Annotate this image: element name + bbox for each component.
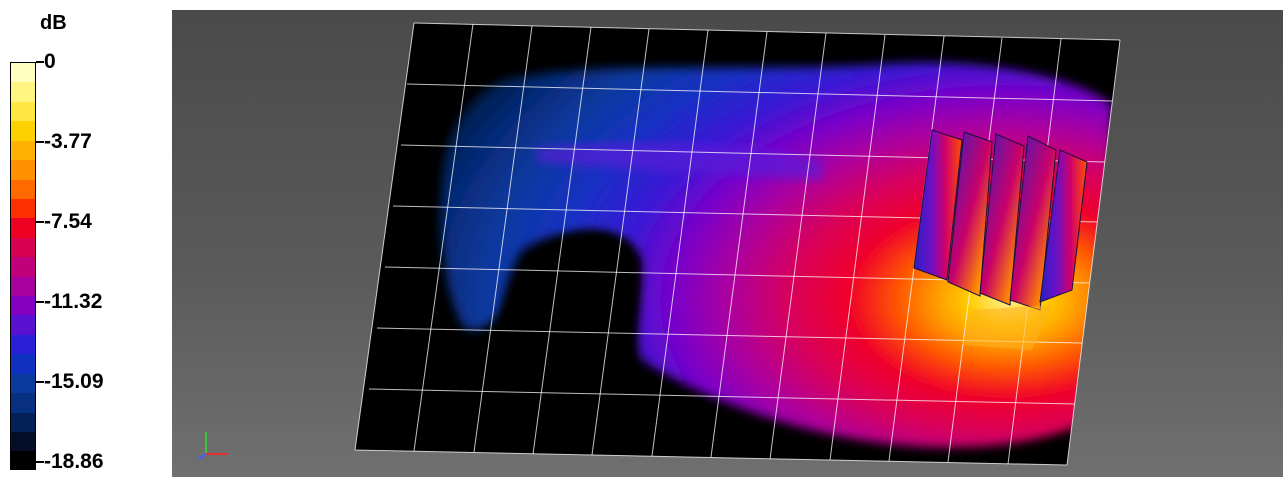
legend-swatch	[11, 334, 35, 355]
legend-tick-mark	[36, 141, 44, 143]
legend-tick-mark	[36, 61, 44, 63]
legend-tick-label: -18.86	[44, 450, 104, 473]
legend-tick-label: -15.09	[44, 370, 104, 393]
legend-swatch	[11, 412, 35, 433]
legend-swatch	[11, 198, 35, 219]
xyz-axes-icon	[197, 432, 228, 460]
heatmap-scene	[197, 22, 1121, 466]
legend-swatch	[11, 354, 35, 374]
3d-viewport[interactable]	[172, 10, 1283, 477]
legend-unit-label: dB	[40, 12, 67, 34]
legend-tick-label: -3.77	[44, 130, 92, 153]
legend-swatch	[11, 296, 35, 316]
legend-swatch	[11, 140, 35, 161]
legend-tick-label: -11.32	[44, 290, 103, 313]
legend-swatch	[11, 257, 35, 277]
legend-tick-label: -7.54	[44, 210, 92, 233]
legend-tick-mark	[36, 301, 44, 303]
color-legend: dB 0 -3.77 -7.54 -11.32 -15.09 -18.86	[0, 0, 170, 477]
legend-tick-mark	[36, 221, 44, 223]
vertical-slices	[913, 129, 1088, 350]
dark-region	[501, 232, 637, 379]
legend-swatch	[11, 179, 35, 199]
legend-swatch	[11, 160, 35, 180]
legend-swatch	[11, 218, 35, 238]
legend-color-bar	[10, 62, 36, 470]
legend-tick-mark	[36, 381, 44, 383]
legend-swatch	[11, 276, 35, 297]
legend-swatch	[11, 82, 35, 102]
legend-swatch	[11, 121, 35, 141]
legend-swatch	[11, 237, 35, 258]
legend-swatch	[11, 63, 35, 83]
legend-swatch	[11, 393, 35, 413]
legend-swatch	[11, 451, 35, 469]
legend-swatch	[11, 432, 35, 452]
legend-swatch	[11, 315, 35, 335]
legend-tick-mark	[36, 461, 44, 463]
legend-tick-label: 0	[44, 50, 56, 73]
legend-swatch	[11, 373, 35, 394]
legend-swatch	[11, 101, 35, 122]
